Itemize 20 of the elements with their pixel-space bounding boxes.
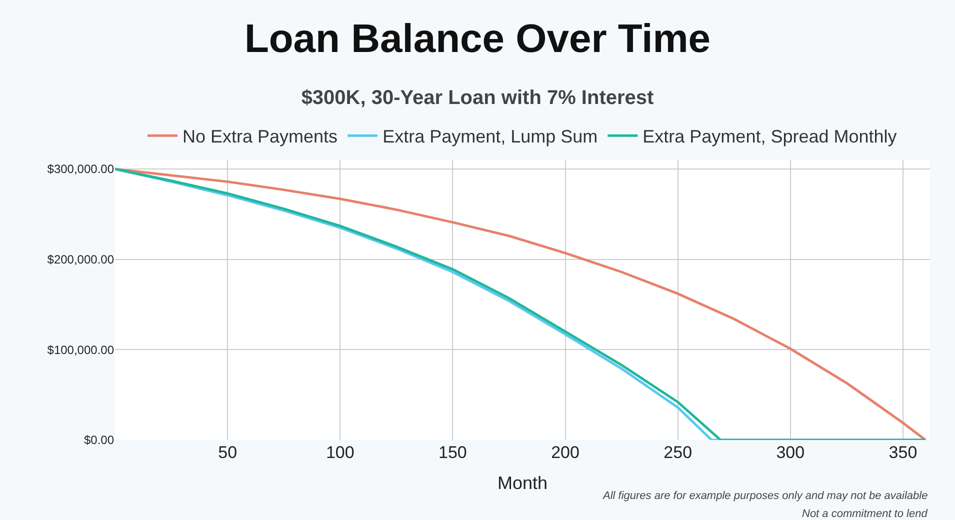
x-tick-label: 350 (888, 443, 918, 462)
chart-title: Loan Balance Over Time (244, 17, 711, 61)
line-series (115, 168, 927, 440)
y-tick-label: $100,000.00 (47, 342, 114, 357)
y-tick-label: $200,000.00 (47, 252, 114, 267)
y-tick-label: $0.00 (84, 433, 114, 448)
chart-subtitle: $300K, 30-Year Loan with 7% Interest (301, 87, 654, 109)
legend-label: Extra Payment, Spread Monthly (642, 126, 897, 147)
x-axis-title: Month (497, 473, 548, 494)
text: All figures are for example purposes only and may not be available (602, 490, 928, 502)
x-tick-label: 200 (551, 443, 580, 462)
legend-label: No Extra Payments (182, 126, 338, 147)
x-tick-label: 100 (326, 443, 354, 462)
text: Not a commitment to lend (802, 508, 928, 520)
x-tick-label: 300 (776, 443, 805, 462)
x-tick-label: 250 (664, 443, 692, 462)
x-tick-label: 50 (218, 443, 238, 462)
legend-label: Extra Payment, Lump Sum (382, 126, 598, 147)
y-tick-label: $300,000.00 (47, 162, 114, 176)
x-tick-label: 150 (438, 443, 467, 462)
